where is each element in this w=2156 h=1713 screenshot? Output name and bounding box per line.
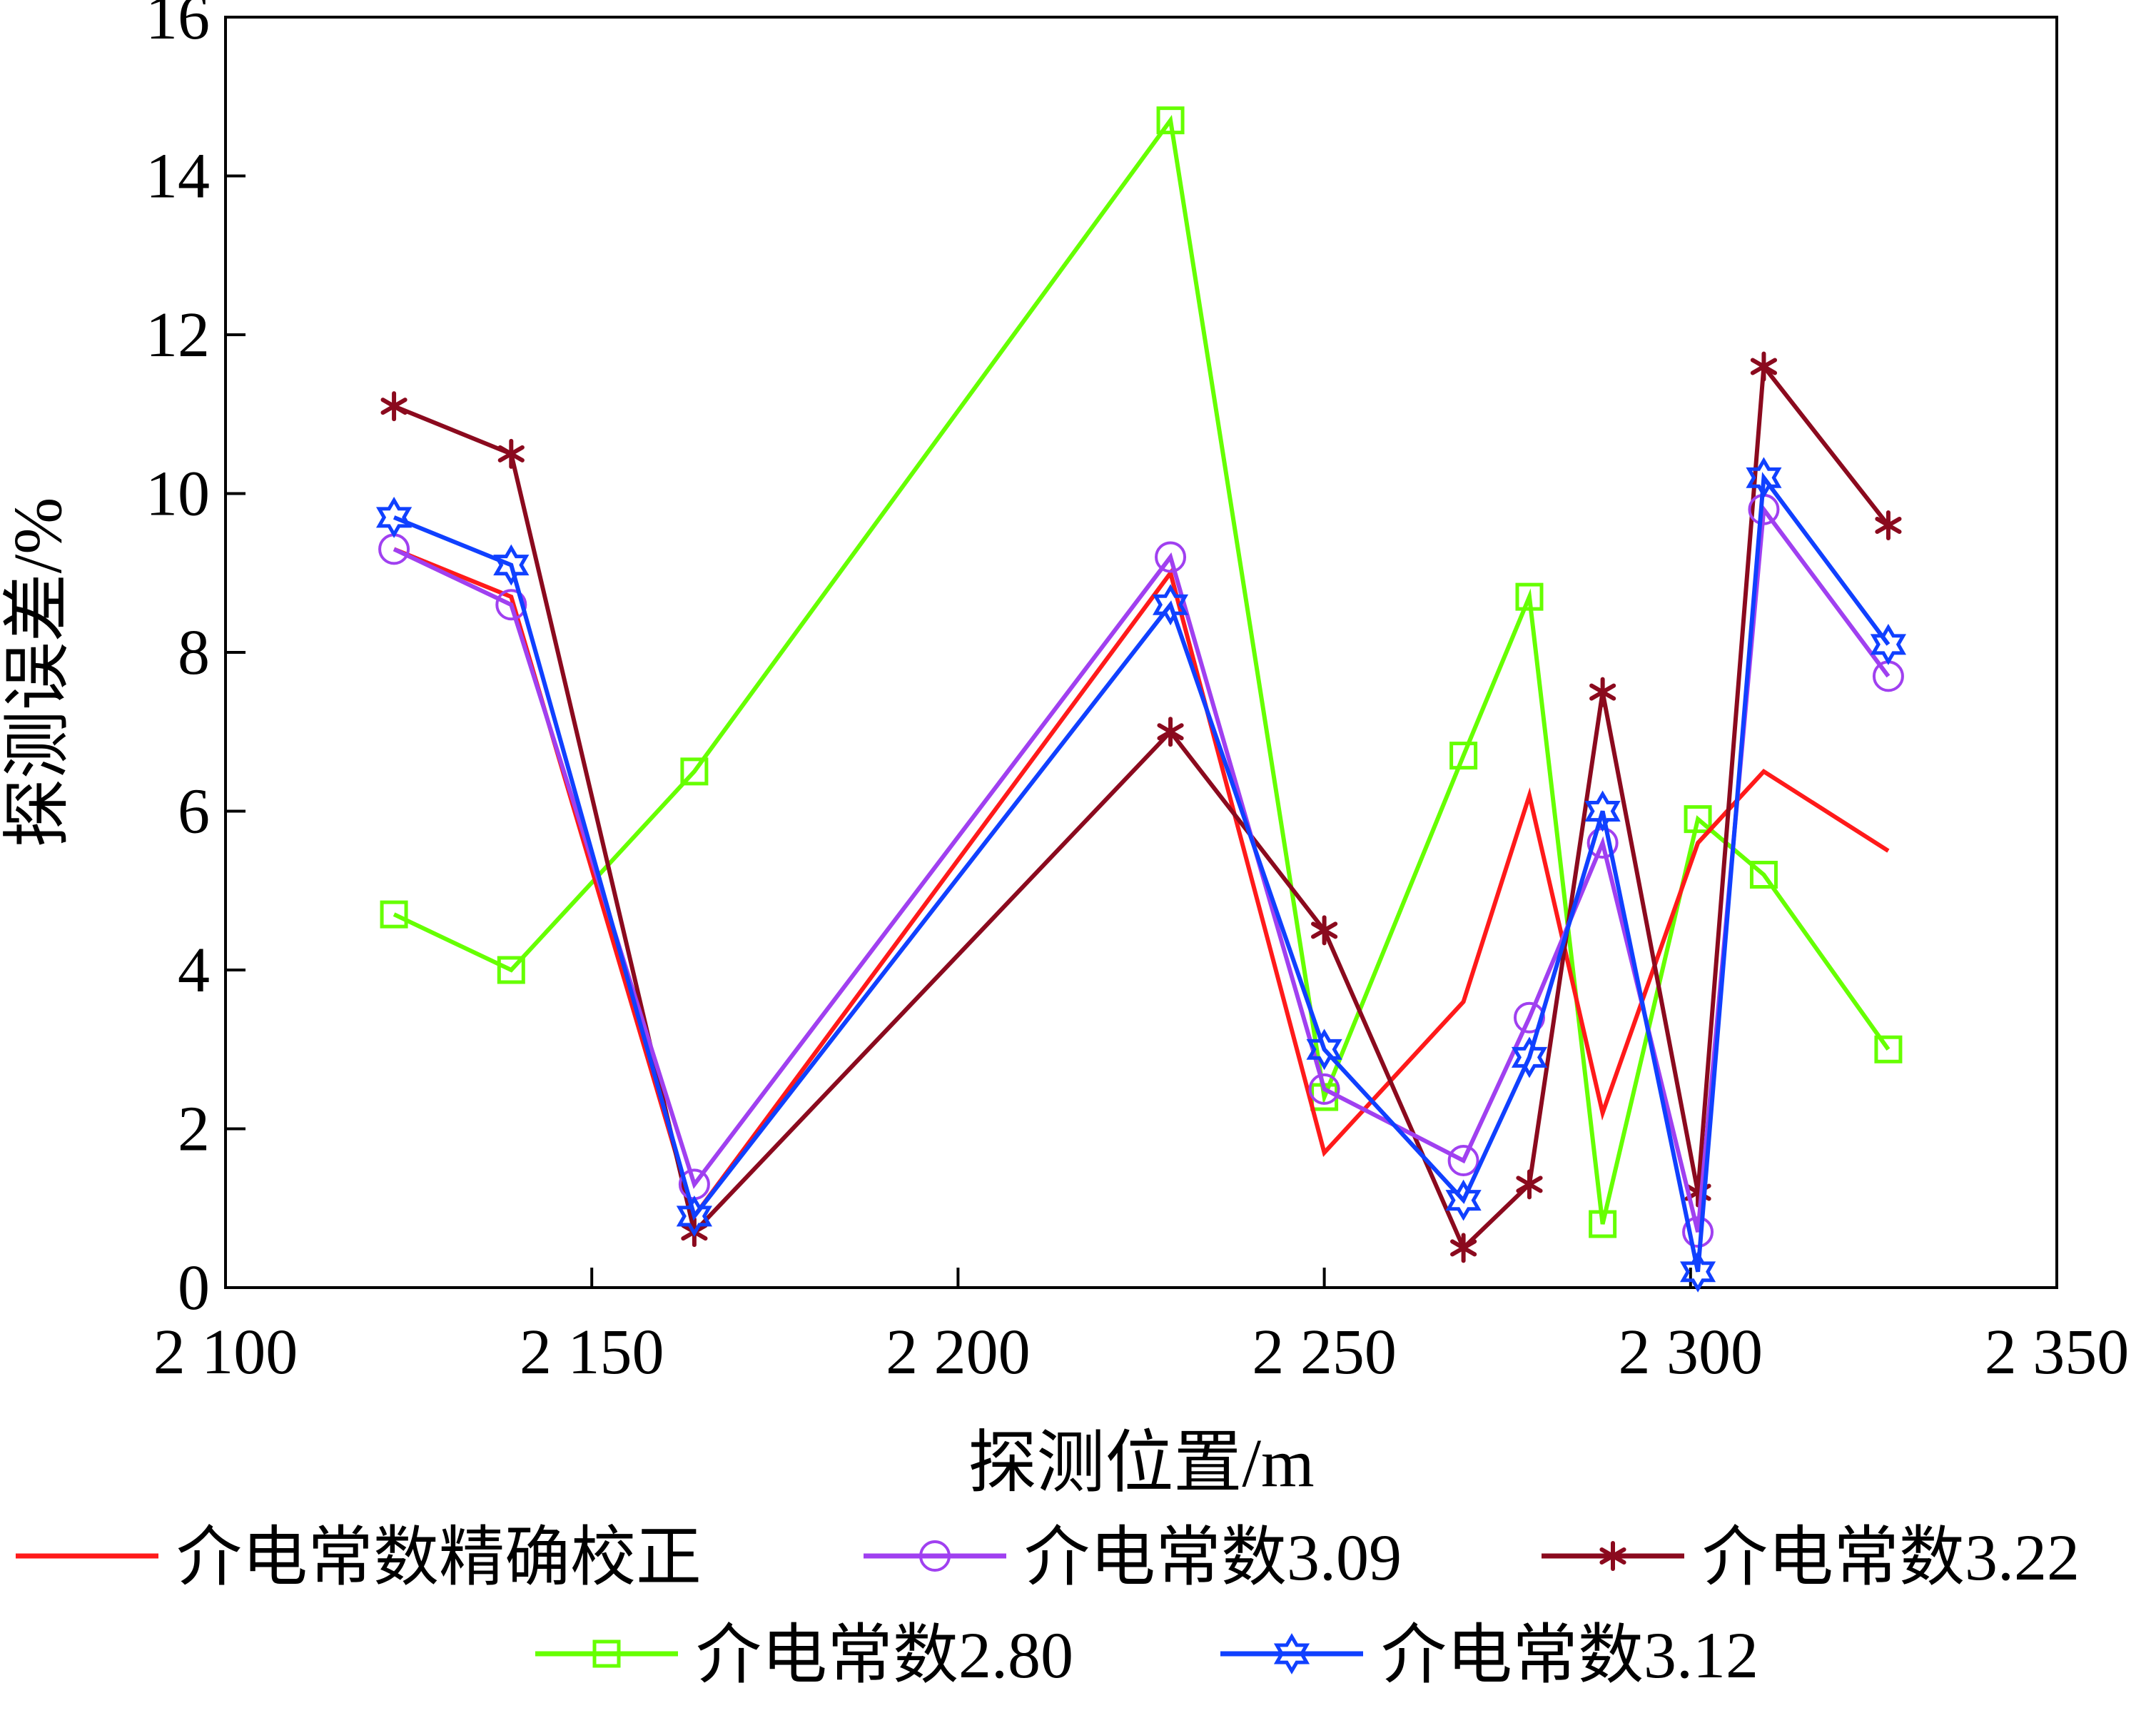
data-point [497,956,525,984]
series-line [393,115,1891,1225]
data-point [1447,1145,1479,1176]
legend-marker [592,1639,621,1668]
series-3 [380,351,1902,1263]
y-tick-label: 0 [178,1253,210,1323]
legend-marker [919,1540,951,1572]
series-line [393,503,1891,1233]
y-tick-label: 8 [178,617,210,688]
data-point [1875,510,1902,540]
y-axis-title: 探测误差/% [0,497,76,848]
data-point [1445,1179,1482,1221]
legend-label: 介电常数3.09 [1024,1521,1402,1594]
legend-item: 介电常数3.12 [1220,1619,1758,1692]
legend-label: 介电常数2.80 [696,1619,1073,1692]
series-line [393,472,1891,1273]
legend-item: 介电常数3.09 [864,1521,1402,1594]
data-point [1516,1169,1543,1200]
data-point [1589,1210,1617,1238]
data-point [1750,351,1778,382]
data-point [1450,1233,1477,1263]
x-axis: 2 100 2 150 2 200 2 250 2 300 2 350 [153,1268,2130,1388]
x-tick-label: 2 200 [886,1317,1031,1388]
legend-item: 介电常数精确校正 [16,1521,702,1594]
data-point [1511,1036,1548,1078]
data-point [1157,717,1184,747]
data-point [1746,457,1782,499]
data-point [1308,1073,1340,1105]
y-tick-label: 12 [146,300,210,370]
y-tick-label: 6 [178,777,210,847]
y-tick-label: 14 [146,141,210,212]
legend-label: 介电常数精确校正 [176,1521,702,1594]
data-point [1870,623,1907,665]
data-point [1515,582,1544,611]
data-point [1749,861,1778,889]
y-axis: 0 2 4 6 8 10 12 14 16 [146,0,246,1323]
data-point [378,533,410,565]
data-point [1306,1029,1342,1071]
legend: 介电常数精确校正 介电常数3.09 介电常数3.22 介电常数2.80 介电常数3.12 [16,1521,2080,1692]
data-point [1874,1035,1903,1063]
x-tick-label: 2 100 [153,1317,298,1388]
legend-marker [1599,1541,1626,1571]
data-point [1449,742,1478,770]
x-tick-label: 2 350 [1985,1317,2130,1388]
data-point [1584,790,1621,832]
series-layer [375,106,1907,1293]
y-tick-label: 2 [178,1094,210,1165]
data-point [1156,106,1185,135]
y-tick-label: 16 [146,0,210,53]
legend-item: 介电常数2.80 [535,1619,1073,1692]
data-point [380,900,408,929]
y-tick-label: 10 [146,459,210,530]
series-1 [393,547,1890,1221]
series-line [393,547,1890,1221]
plot-frame [224,16,2058,1289]
data-point [1680,1250,1716,1293]
data-point [497,438,525,469]
legend-marker [1273,1633,1310,1674]
x-axis-title: 探测位置/m [968,1425,1314,1501]
legend-label: 介电常数3.12 [1381,1619,1758,1692]
data-point [1684,805,1712,834]
series-5 [375,457,1907,1293]
data-point [676,1195,713,1237]
data-point [380,391,408,422]
series-4 [380,106,1903,1238]
legend-label: 介电常数3.22 [1702,1521,2080,1594]
y-tick-label: 4 [178,935,210,1006]
x-tick-label: 2 150 [520,1317,664,1388]
x-tick-label: 2 300 [1619,1317,1763,1388]
legend-item: 介电常数3.22 [1542,1521,2080,1594]
data-point [680,757,709,786]
data-point [493,544,530,586]
data-point [1153,584,1189,626]
data-point [1155,541,1187,573]
data-point [1311,915,1338,946]
data-point [1513,1001,1545,1034]
x-tick-label: 2 250 [1252,1317,1397,1388]
data-point [1589,677,1616,707]
data-point [495,589,527,621]
data-point [375,496,413,538]
